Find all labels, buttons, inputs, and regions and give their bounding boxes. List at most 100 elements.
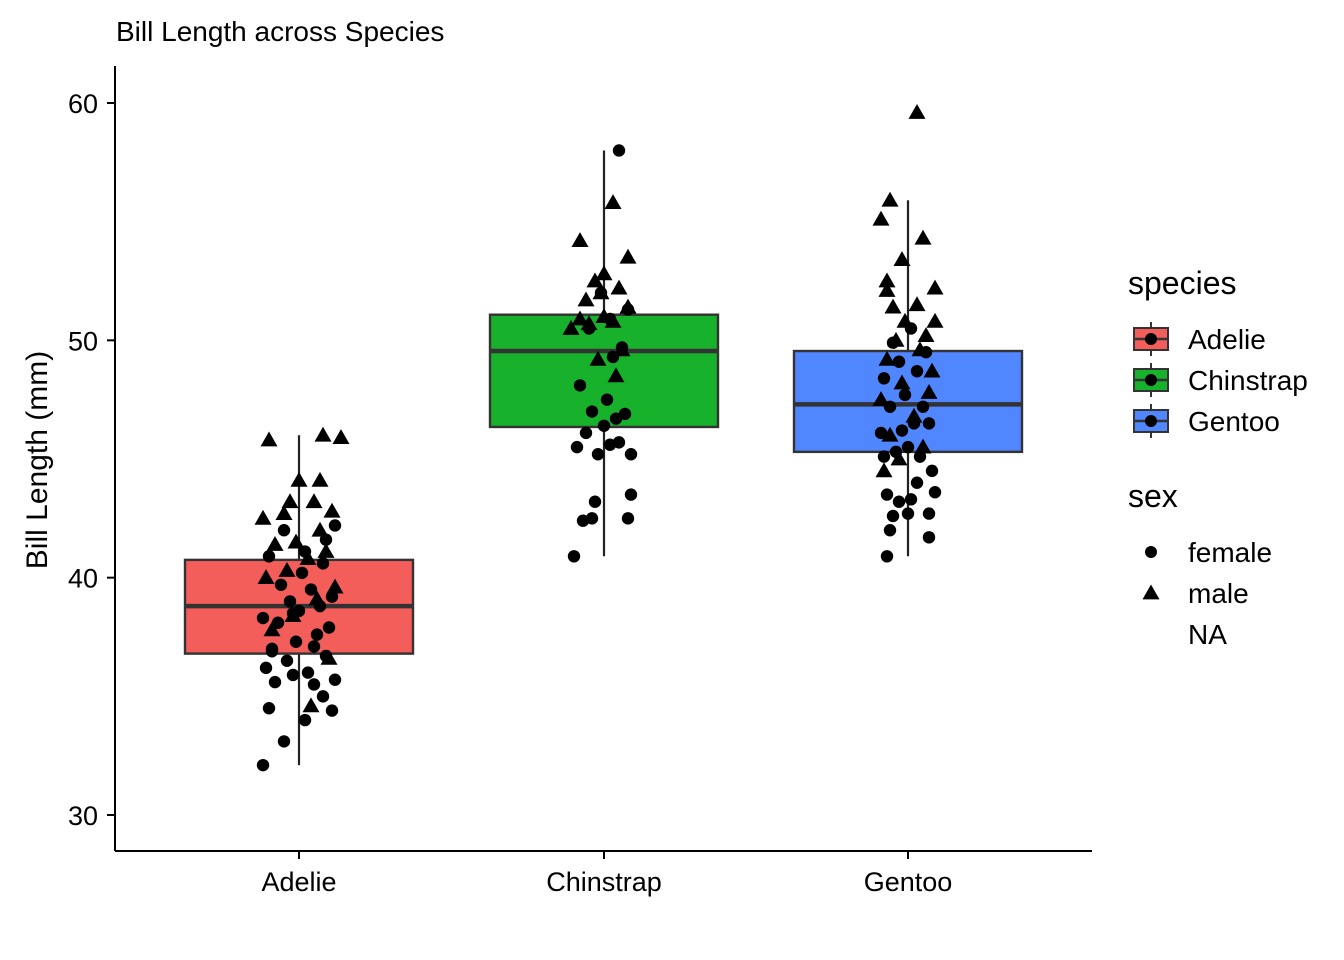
legend-sex-entries: female male NA xyxy=(1142,537,1272,650)
data-point-male xyxy=(308,590,326,606)
data-point-male xyxy=(878,272,896,288)
data-point-female xyxy=(573,379,587,392)
data-point-female xyxy=(307,640,321,653)
data-point-female xyxy=(585,405,599,418)
data-point-female xyxy=(567,550,581,563)
data-point-male xyxy=(257,569,275,585)
data-point-female xyxy=(256,758,270,772)
data-point-female xyxy=(612,436,626,449)
legend-sex-label: NA xyxy=(1188,619,1227,650)
data-point-female xyxy=(922,531,936,544)
data-point-female xyxy=(310,628,324,641)
data-point-male xyxy=(872,210,890,226)
data-point-female xyxy=(259,661,273,675)
y-axis-label: Bill Length (mm) xyxy=(21,351,54,569)
data-point-female xyxy=(922,507,936,520)
data-point-male xyxy=(908,103,926,119)
data-point-female xyxy=(877,450,891,463)
data-point-male xyxy=(881,426,899,442)
axes: 30 40 50 60 Adelie Chinstrap Gentoo xyxy=(68,66,1092,897)
box-chinstrap xyxy=(488,150,720,557)
data-point-female xyxy=(910,476,924,489)
data-point-male xyxy=(278,562,296,577)
data-point-male xyxy=(577,291,595,307)
data-point-female xyxy=(316,557,330,570)
data-point-male xyxy=(326,578,344,594)
data-point-male xyxy=(926,312,944,328)
data-point-female xyxy=(265,645,279,658)
legend-species-title: species xyxy=(1128,265,1237,301)
data-point-female xyxy=(895,424,909,437)
legend-sex-item: female xyxy=(1145,537,1272,568)
data-point-male xyxy=(878,281,896,297)
data-point-male xyxy=(254,509,272,525)
data-point-male xyxy=(604,312,622,328)
data-point-female xyxy=(621,512,635,525)
data-point-female xyxy=(277,524,291,537)
legend-species-label: Adelie xyxy=(1188,324,1266,355)
data-point-male xyxy=(911,341,929,357)
data-point-female xyxy=(283,595,297,608)
jitter-points xyxy=(254,103,944,772)
data-point-female xyxy=(880,488,894,501)
legend-sex-item: male xyxy=(1142,578,1249,609)
data-point-male xyxy=(263,621,281,637)
data-point-female xyxy=(268,675,282,689)
legend-sex-label: male xyxy=(1188,578,1249,609)
data-point-male xyxy=(893,374,911,390)
data-point-female xyxy=(286,668,300,682)
data-point-male xyxy=(311,521,329,537)
data-point-female xyxy=(913,450,927,463)
data-point-male xyxy=(311,471,329,487)
x-tick-label: Gentoo xyxy=(864,867,953,897)
data-point-male xyxy=(281,493,299,509)
data-point-female xyxy=(898,388,912,402)
data-point-female xyxy=(328,673,342,686)
data-point-male xyxy=(323,502,341,518)
data-point-male xyxy=(604,194,622,210)
legend-key-triangle xyxy=(1142,584,1160,600)
data-point-female xyxy=(295,566,309,580)
legend-species-item: Adelie xyxy=(1133,322,1266,356)
data-point-male xyxy=(284,607,302,623)
legend-key-circle xyxy=(1145,546,1157,558)
data-point-male xyxy=(299,550,317,566)
data-point-male xyxy=(317,543,335,558)
data-point-male xyxy=(320,649,338,665)
data-point-female xyxy=(316,690,330,703)
legend-key-point xyxy=(1145,374,1157,386)
data-point-female xyxy=(301,666,315,679)
data-point-female xyxy=(325,590,339,603)
box-iqr xyxy=(488,313,720,429)
data-point-female xyxy=(280,654,294,667)
data-point-male xyxy=(305,493,323,509)
data-point-male xyxy=(613,341,631,357)
data-point-male xyxy=(260,431,278,447)
data-point-female xyxy=(304,583,318,596)
data-point-male xyxy=(917,327,935,342)
data-point-female xyxy=(307,678,321,691)
plot-area xyxy=(183,103,1024,772)
data-point-female xyxy=(883,524,897,537)
data-point-female xyxy=(916,400,930,413)
y-tick-label: 40 xyxy=(68,564,98,594)
data-point-male xyxy=(302,697,320,713)
legend-sex-title: sex xyxy=(1128,478,1178,514)
data-point-male xyxy=(619,248,637,264)
data-point-female xyxy=(322,621,336,634)
data-point-female xyxy=(901,440,915,454)
legend-sex-item: NA xyxy=(1188,619,1227,650)
data-point-male xyxy=(571,232,589,248)
data-point-male xyxy=(878,350,896,366)
data-point-male xyxy=(884,298,902,314)
data-point-male xyxy=(908,296,926,312)
data-point-female xyxy=(910,364,924,378)
data-point-male xyxy=(872,391,890,407)
data-point-male xyxy=(905,407,923,423)
data-point-female xyxy=(904,493,918,506)
data-point-male xyxy=(592,284,610,300)
legend-species-label: Gentoo xyxy=(1188,406,1280,437)
data-point-male xyxy=(920,384,938,399)
data-point-female xyxy=(892,495,906,508)
